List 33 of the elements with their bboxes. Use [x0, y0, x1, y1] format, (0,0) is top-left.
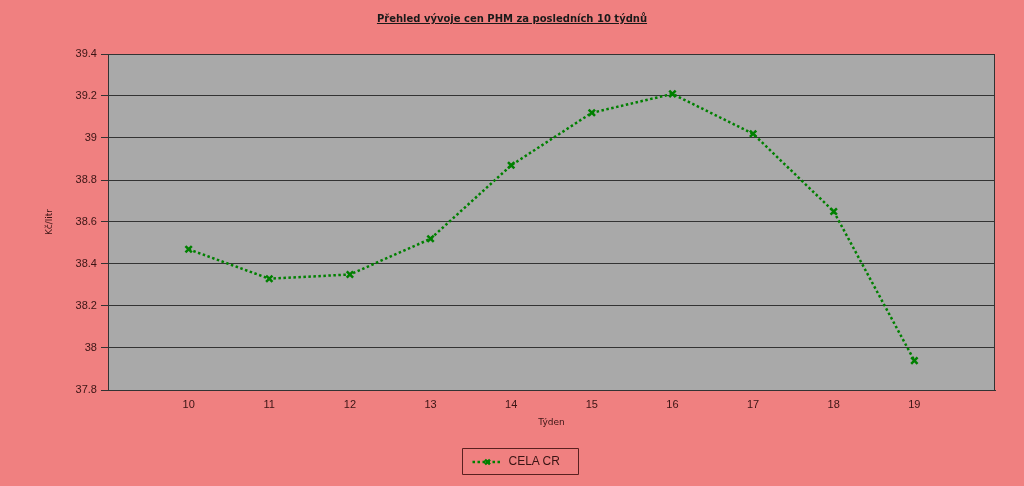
point	[184, 244, 194, 254]
x-tick-label: 15	[585, 397, 598, 410]
y-tick-label: 37.8	[75, 383, 97, 396]
point	[345, 270, 355, 279]
y-tick-label: 38	[84, 341, 97, 354]
x-tick-label: 11	[263, 397, 275, 410]
x-tick-label: 18	[827, 397, 840, 410]
x-tick-label: 16	[666, 397, 679, 410]
x-tick-label: 10	[182, 397, 195, 410]
y-tick-label: 38.6	[75, 215, 97, 228]
point	[506, 160, 516, 170]
y-axis-title: Kč/litr	[43, 208, 54, 236]
x-tick-label: 13	[424, 397, 437, 410]
point	[587, 108, 597, 118]
legend-label: CELA CR	[508, 454, 561, 469]
point	[748, 129, 758, 139]
point	[264, 274, 274, 284]
y-tick-label: 39.2	[75, 89, 97, 102]
point	[829, 207, 839, 216]
y-tick-label: 38.2	[75, 299, 97, 312]
point	[426, 234, 435, 244]
chart-title: Přehled vývoje cen PHM za posledních 10 týdnů	[375, 13, 649, 24]
point	[668, 89, 677, 99]
y-tick-label: 39.4	[75, 47, 97, 60]
y-tick-label: 38.8	[75, 173, 97, 186]
x-tick-label: 19	[908, 397, 921, 410]
x-axis-title: Týden	[537, 416, 565, 427]
y-tick-label: 38.4	[75, 257, 97, 270]
x-tick-label: 17	[746, 397, 760, 410]
x-tick-label: 14	[505, 397, 518, 410]
y-tick-label: 39	[84, 131, 97, 144]
point	[909, 356, 919, 366]
x-tick-label: 12	[343, 397, 357, 410]
